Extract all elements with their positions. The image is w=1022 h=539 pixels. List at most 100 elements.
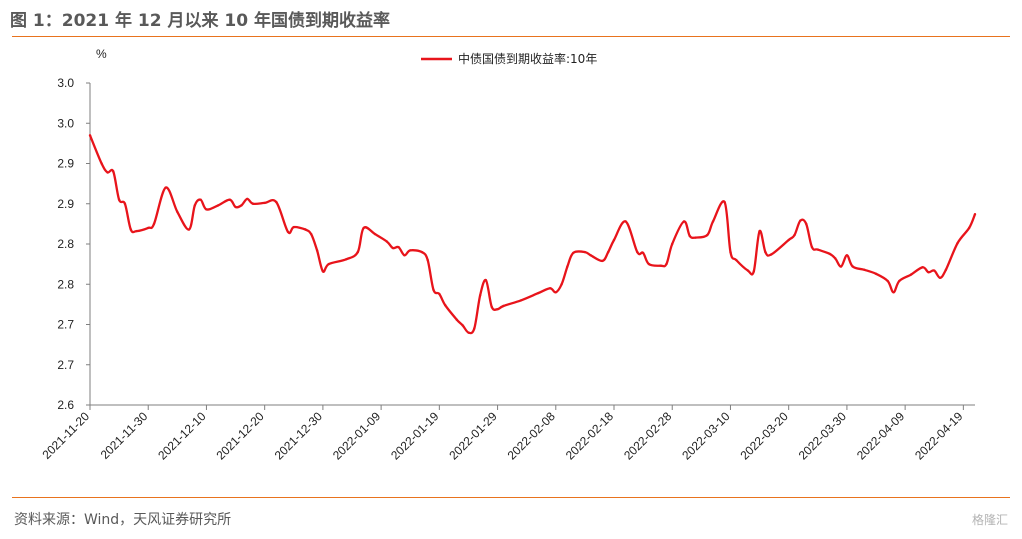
data-point — [805, 222, 808, 226]
data-point — [828, 252, 831, 255]
y-tick-label: 2.7 — [57, 318, 74, 332]
x-tick-label: 2022-03-20 — [737, 409, 791, 463]
data-point — [263, 201, 266, 205]
data-point — [921, 266, 924, 269]
data-point — [723, 200, 726, 204]
source-note: 资料来源：Wind，天风证券研究所 — [14, 512, 232, 528]
data-point — [601, 259, 604, 263]
x-tick-label: 2022-03-10 — [679, 409, 733, 463]
data-point — [641, 251, 645, 255]
data-point — [688, 234, 691, 238]
legend-label: 中债国债到期收益率:10年 — [458, 51, 597, 66]
data-point — [129, 228, 132, 231]
y-axis-unit-label: % — [96, 47, 107, 61]
data-point — [956, 242, 959, 245]
data-point — [420, 250, 424, 254]
data-point — [770, 253, 773, 256]
data-point — [799, 219, 802, 222]
data-point — [752, 270, 755, 273]
data-point — [927, 271, 930, 274]
y-tick-label: 3.0 — [57, 116, 74, 130]
data-point — [164, 186, 167, 189]
data-point — [438, 292, 441, 296]
data-point — [496, 308, 499, 311]
legend: 中债国债到期收益率:10年 — [421, 51, 597, 66]
y-tick-label: 3.0 — [57, 76, 74, 90]
data-point — [764, 250, 767, 254]
data-point — [735, 258, 738, 262]
data-point — [938, 276, 942, 279]
data-point — [275, 200, 278, 204]
data-point — [304, 228, 307, 231]
data-point — [548, 287, 552, 290]
data-point — [310, 233, 313, 236]
data-point — [234, 205, 237, 209]
data-point — [473, 327, 476, 330]
data-point — [554, 291, 557, 294]
series-line — [88, 134, 977, 335]
watermark-text: 格隆汇 — [971, 513, 1008, 527]
data-point — [793, 233, 796, 237]
data-point — [845, 254, 849, 257]
data-point — [152, 222, 156, 226]
x-tick-label: 2022-02-28 — [621, 409, 675, 463]
x-tick-label: 2022-01-29 — [446, 409, 500, 463]
data-point — [787, 238, 790, 242]
data-point — [106, 171, 109, 174]
data-point — [909, 273, 913, 276]
x-tick-label: 2021-11-30 — [98, 409, 151, 462]
data-point — [659, 264, 662, 267]
data-point — [898, 279, 901, 283]
x-tick-label: 2021-12-10 — [155, 409, 209, 463]
y-tick-label: 2.8 — [57, 277, 74, 291]
data-point — [292, 225, 295, 229]
data-point — [583, 250, 587, 254]
data-point — [694, 236, 697, 239]
data-point — [88, 134, 92, 137]
data-point — [240, 204, 243, 207]
x-tick-label: 2021-12-30 — [272, 409, 326, 463]
top-divider — [12, 36, 1010, 37]
data-point — [572, 251, 575, 255]
data-point — [374, 233, 377, 236]
data-point — [199, 198, 202, 201]
data-point — [560, 283, 563, 286]
data-point — [228, 198, 231, 201]
x-tick-label: 2022-03-30 — [796, 409, 850, 463]
data-point — [444, 304, 447, 307]
data-point — [933, 269, 936, 272]
data-point — [403, 254, 406, 257]
data-point — [589, 254, 592, 257]
data-point — [968, 226, 971, 230]
data-point — [874, 272, 878, 275]
data-point — [490, 305, 493, 308]
data-point — [746, 269, 750, 272]
data-point — [345, 258, 348, 261]
data-point — [892, 291, 895, 294]
data-point — [566, 265, 569, 268]
data-point — [176, 210, 179, 213]
data-point — [251, 202, 255, 205]
y-tick-label: 2.9 — [57, 157, 74, 171]
x-tick-label: 2022-02-08 — [505, 409, 559, 463]
data-point — [682, 220, 686, 223]
data-point — [321, 270, 325, 273]
data-point — [286, 230, 290, 234]
data-point — [315, 249, 319, 252]
data-point — [246, 197, 249, 201]
data-point — [385, 240, 389, 243]
data-point — [362, 226, 365, 230]
y-tick-label: 2.9 — [57, 197, 74, 211]
data-point — [665, 262, 668, 266]
data-point — [205, 208, 208, 211]
data-point — [502, 304, 505, 308]
data-point — [612, 238, 616, 242]
data-point — [973, 213, 977, 216]
series-group — [88, 134, 977, 335]
data-point — [100, 162, 103, 165]
x-tick-label: 2022-04-19 — [912, 409, 966, 463]
data-point — [886, 279, 889, 283]
data-point — [356, 250, 359, 254]
data-point — [216, 204, 220, 207]
